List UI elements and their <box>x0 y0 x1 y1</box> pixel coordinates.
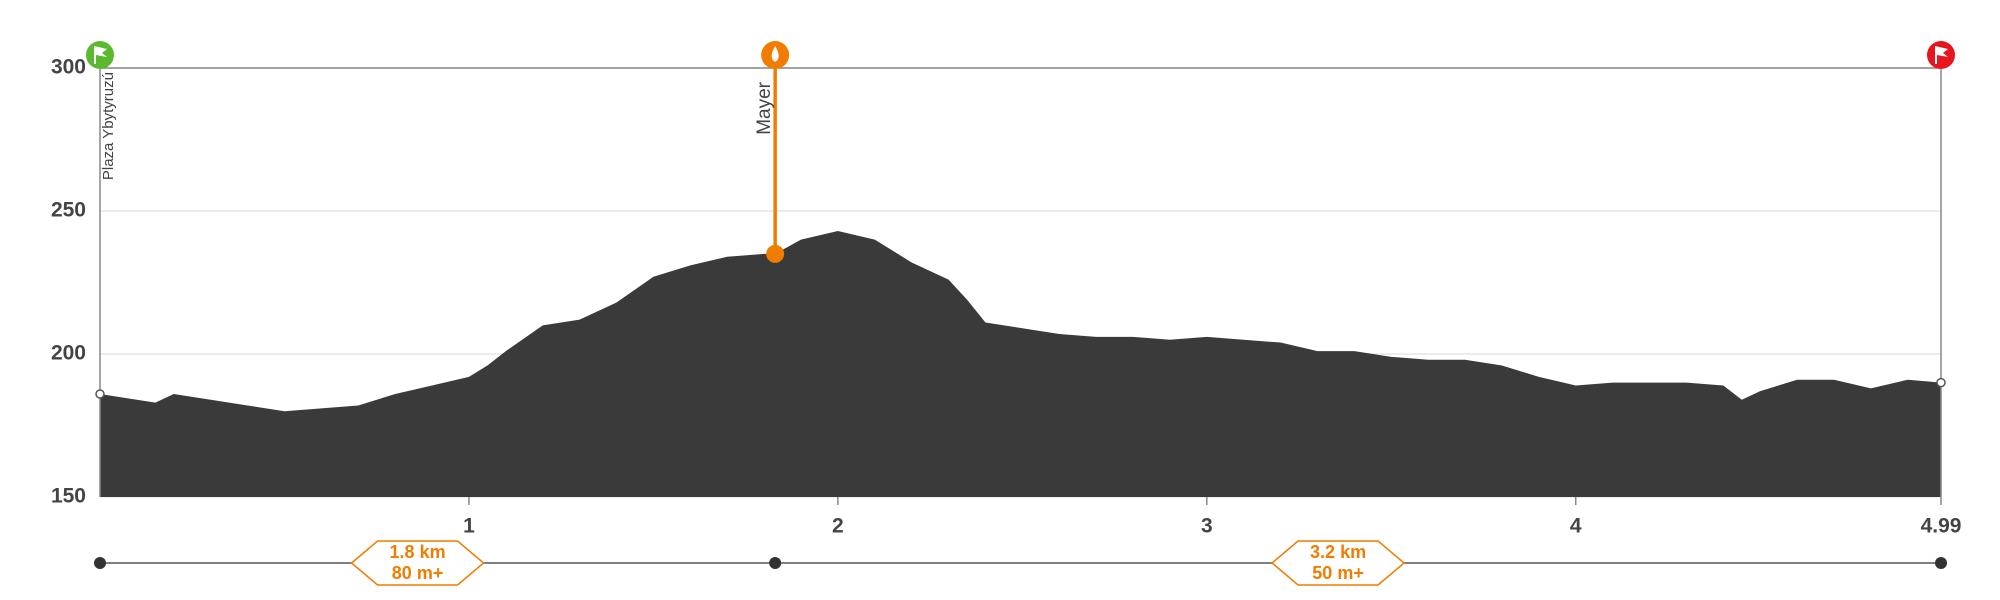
segment-dot <box>1935 557 1947 569</box>
waypoint-point <box>1936 377 1946 388</box>
elevation-area <box>100 231 1941 497</box>
y-tick-label: 300 <box>51 56 86 79</box>
x-tick-label: 4.99 <box>1921 515 1962 538</box>
drop-icon <box>771 46 779 62</box>
segment-badge <box>1270 540 1406 586</box>
waypoint-label: Plaza Ybytyruzú <box>100 72 117 180</box>
segment-distance: 1.8 km <box>390 542 446 562</box>
segment-distance: 3.2 km <box>1310 542 1366 562</box>
y-tick-label: 250 <box>51 199 86 222</box>
segment-gain: 50 m+ <box>1312 563 1364 583</box>
segment-dot <box>769 557 782 569</box>
flag-icon <box>1935 46 1948 64</box>
y-tick-label: 150 <box>51 485 86 508</box>
waypoint-point <box>95 389 105 399</box>
segment-dot <box>94 557 106 569</box>
x-tick-label: 1 <box>463 515 475 538</box>
waypoint-point <box>766 244 785 263</box>
x-tick-label: 4 <box>1570 515 1582 538</box>
x-tick-label: 3 <box>1201 515 1213 538</box>
waypoint-label: Mayer <box>754 81 775 134</box>
segment-gain: 80 m+ <box>392 563 444 583</box>
y-tick-label: 200 <box>51 342 86 365</box>
x-tick-label: 2 <box>832 515 844 538</box>
flag-icon <box>94 46 107 64</box>
segment-badge <box>350 540 485 586</box>
